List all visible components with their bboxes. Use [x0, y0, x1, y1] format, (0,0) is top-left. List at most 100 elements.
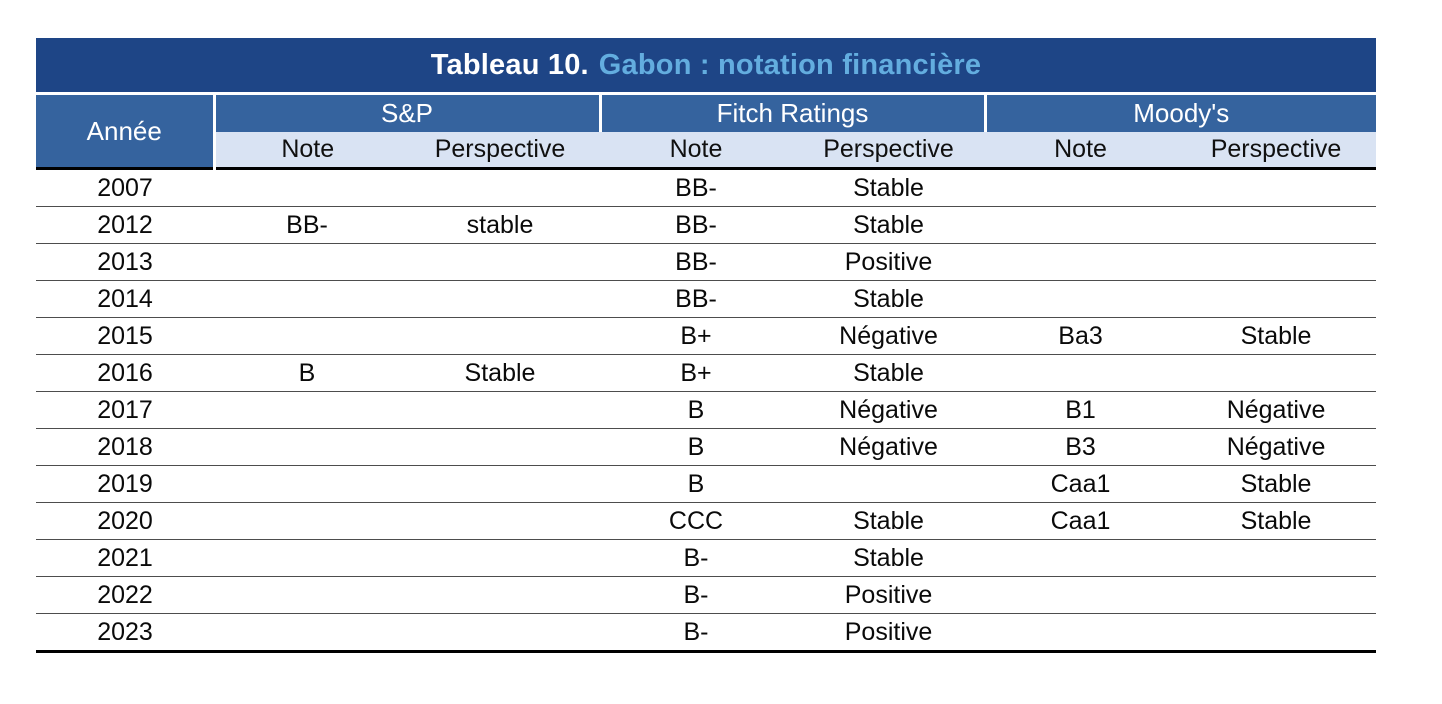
fitch-perspective-cell: Positive — [792, 243, 986, 281]
fitch-note-cell: B- — [600, 613, 792, 653]
fitch-note-cell: BB- — [600, 206, 792, 244]
moodys-perspective-cell — [1176, 168, 1377, 207]
moodys-perspective-cell — [1176, 280, 1377, 318]
subheader-fitch-note: Note — [600, 132, 792, 169]
table-row: 2021 B- Stable — [36, 539, 1377, 577]
sp-note-cell — [214, 465, 400, 503]
moodys-perspective-cell: Stable — [1176, 465, 1377, 503]
fitch-perspective-cell: Négative — [792, 428, 986, 466]
table-number-label: Tableau 10. — [430, 48, 589, 81]
moodys-perspective-cell — [1176, 539, 1377, 577]
year-cell: 2016 — [36, 354, 214, 392]
sp-perspective-cell — [400, 317, 600, 355]
table-row: 2019 B Caa1 Stable — [36, 465, 1377, 503]
agency-header-sp: S&P — [214, 95, 600, 132]
year-cell: 2020 — [36, 502, 214, 540]
year-cell: 2018 — [36, 428, 214, 466]
sp-note-cell — [214, 502, 400, 540]
table-row: 2023 B- Positive — [36, 613, 1377, 653]
sp-note-cell — [214, 391, 400, 429]
fitch-note-cell: B — [600, 391, 792, 429]
sp-perspective-cell — [400, 391, 600, 429]
ratings-table: Année S&P Fitch Ratings Moody's Note Per… — [36, 95, 1377, 653]
fitch-perspective-cell: Positive — [792, 613, 986, 653]
year-cell: 2023 — [36, 613, 214, 653]
subheader-row: Note Perspective Note Perspective Note P… — [36, 132, 1377, 169]
table-row: 2014 BB- Stable — [36, 280, 1377, 318]
table-row: 2007 BB- Stable — [36, 168, 1377, 207]
table-row: 2017 B Négative B1 Négative — [36, 391, 1377, 429]
moodys-note-cell — [985, 613, 1177, 653]
moodys-note-cell — [985, 576, 1177, 614]
table-body: 2007 BB- Stable 2012 BB- stable BB- Stab… — [36, 168, 1377, 653]
fitch-perspective-cell: Stable — [792, 168, 986, 207]
sp-note-cell — [214, 576, 400, 614]
moodys-perspective-cell: Négative — [1176, 391, 1377, 429]
fitch-note-cell: BB- — [600, 280, 792, 318]
fitch-note-cell: B+ — [600, 317, 792, 355]
year-cell: 2013 — [36, 243, 214, 281]
fitch-perspective-cell: Négative — [792, 391, 986, 429]
sp-perspective-cell — [400, 613, 600, 653]
moodys-note-cell: B1 — [985, 391, 1177, 429]
sp-note-cell — [214, 613, 400, 653]
sp-perspective-cell — [400, 539, 600, 577]
moodys-note-cell: B3 — [985, 428, 1177, 466]
sp-perspective-cell — [400, 428, 600, 466]
sp-note-cell — [214, 539, 400, 577]
subheader-moodys-perspective: Perspective — [1176, 132, 1377, 169]
subheader-sp-note: Note — [214, 132, 400, 169]
sp-note-cell — [214, 243, 400, 281]
fitch-perspective-cell: Positive — [792, 576, 986, 614]
sp-note-cell: BB- — [214, 206, 400, 244]
sp-perspective-cell — [400, 576, 600, 614]
fitch-note-cell: BB- — [600, 243, 792, 281]
table-subject-label: Gabon : notation financière — [598, 48, 982, 81]
fitch-note-cell: B- — [600, 539, 792, 577]
fitch-note-cell: CCC — [600, 502, 792, 540]
fitch-perspective-cell: Stable — [792, 502, 986, 540]
sp-note-cell — [214, 280, 400, 318]
table-row: 2012 BB- stable BB- Stable — [36, 206, 1377, 244]
year-cell: 2019 — [36, 465, 214, 503]
subheader-sp-perspective: Perspective — [400, 132, 600, 169]
sp-perspective-cell: Stable — [400, 354, 600, 392]
fitch-perspective-cell — [792, 465, 986, 503]
table-row: 2022 B- Positive — [36, 576, 1377, 614]
sp-perspective-cell — [400, 280, 600, 318]
fitch-note-cell: B — [600, 465, 792, 503]
table-row: 2013 BB- Positive — [36, 243, 1377, 281]
agency-header-moodys: Moody's — [983, 95, 1377, 132]
fitch-note-cell: BB- — [600, 168, 792, 207]
moodys-perspective-cell — [1176, 206, 1377, 244]
table-row: 2018 B Négative B3 Négative — [36, 428, 1377, 466]
agency-header-fitch: Fitch Ratings — [598, 95, 986, 132]
subheader-moodys-note: Note — [985, 132, 1177, 169]
fitch-perspective-cell: Stable — [792, 280, 986, 318]
moodys-note-cell — [985, 539, 1177, 577]
fitch-perspective-cell: Négative — [792, 317, 986, 355]
sp-note-cell — [214, 428, 400, 466]
moodys-perspective-cell: Stable — [1176, 317, 1377, 355]
moodys-note-cell: Caa1 — [985, 502, 1177, 540]
fitch-perspective-cell: Stable — [792, 354, 986, 392]
moodys-note-cell — [985, 243, 1177, 281]
fitch-perspective-cell: Stable — [792, 206, 986, 244]
year-cell: 2014 — [36, 280, 214, 318]
fitch-note-cell: B- — [600, 576, 792, 614]
fitch-perspective-cell: Stable — [792, 539, 986, 577]
financial-ratings-table: Tableau 10. Gabon : notation financière … — [36, 38, 1377, 653]
year-cell: 2015 — [36, 317, 214, 355]
year-cell: 2022 — [36, 576, 214, 614]
agency-header-row: Année S&P Fitch Ratings Moody's — [36, 95, 1377, 169]
table-title-bar: Tableau 10. Gabon : notation financière — [36, 38, 1376, 92]
sp-note-cell — [214, 168, 400, 207]
subheader-fitch-perspective: Perspective — [792, 132, 986, 169]
table-row: 2020 CCC Stable Caa1 Stable — [36, 502, 1377, 540]
sp-perspective-cell: stable — [400, 206, 600, 244]
moodys-perspective-cell — [1176, 576, 1377, 614]
sp-note-cell: B — [214, 354, 400, 392]
moodys-note-cell: Ba3 — [985, 317, 1177, 355]
fitch-note-cell: B+ — [600, 354, 792, 392]
fitch-note-cell: B — [600, 428, 792, 466]
